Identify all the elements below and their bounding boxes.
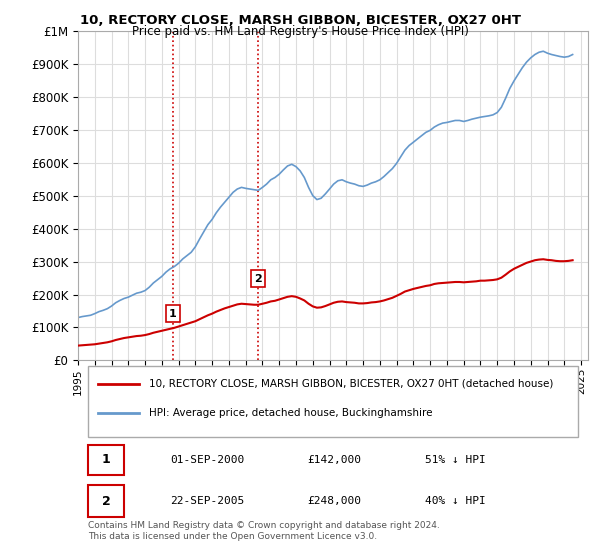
- Text: £248,000: £248,000: [308, 497, 361, 506]
- Text: 22-SEP-2005: 22-SEP-2005: [170, 497, 244, 506]
- Text: Price paid vs. HM Land Registry's House Price Index (HPI): Price paid vs. HM Land Registry's House …: [131, 25, 469, 38]
- Text: £142,000: £142,000: [308, 455, 361, 465]
- Text: HPI: Average price, detached house, Buckinghamshire: HPI: Average price, detached house, Buck…: [149, 408, 433, 418]
- Text: 01-SEP-2000: 01-SEP-2000: [170, 455, 244, 465]
- Text: Contains HM Land Registry data © Crown copyright and database right 2024.
This d: Contains HM Land Registry data © Crown c…: [88, 521, 440, 541]
- Text: 2: 2: [254, 274, 262, 284]
- Text: 40% ↓ HPI: 40% ↓ HPI: [425, 497, 485, 506]
- Text: 2: 2: [101, 495, 110, 508]
- FancyBboxPatch shape: [88, 485, 124, 517]
- Text: 1: 1: [101, 454, 110, 466]
- Text: 10, RECTORY CLOSE, MARSH GIBBON, BICESTER, OX27 0HT: 10, RECTORY CLOSE, MARSH GIBBON, BICESTE…: [79, 14, 521, 27]
- Text: 1: 1: [169, 309, 177, 319]
- Text: 51% ↓ HPI: 51% ↓ HPI: [425, 455, 485, 465]
- Text: 10, RECTORY CLOSE, MARSH GIBBON, BICESTER, OX27 0HT (detached house): 10, RECTORY CLOSE, MARSH GIBBON, BICESTE…: [149, 379, 554, 389]
- FancyBboxPatch shape: [88, 366, 578, 437]
- FancyBboxPatch shape: [88, 445, 124, 475]
